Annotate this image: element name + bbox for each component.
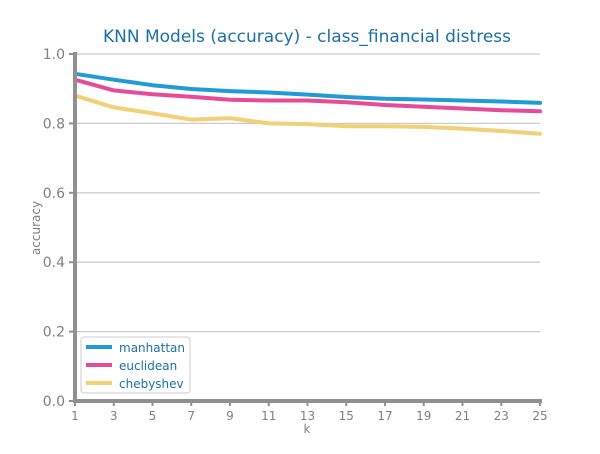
y-tick-label: 1.0 — [43, 47, 65, 63]
series-line-chebyshev — [73, 93, 542, 136]
x-tick-label: 3 — [110, 409, 118, 423]
y-tick-label: 0.8 — [43, 116, 65, 132]
legend-box — [80, 336, 191, 394]
x-tick-label: 1 — [71, 409, 79, 423]
y-tick-label: 0.2 — [43, 325, 65, 341]
x-tick-label: 17 — [377, 409, 392, 423]
x-tick-label: 5 — [149, 409, 157, 423]
grid-layer — [75, 53, 540, 333]
chart-title: KNN Models (accuracy) - class_financial … — [103, 27, 511, 47]
y-axis-label: accuracy — [29, 201, 43, 255]
series-layer — [73, 71, 542, 136]
x-tick-label: 23 — [494, 409, 509, 423]
legend-label-euclidean: euclidean — [119, 359, 177, 373]
y-tick-label: 0.4 — [43, 255, 65, 271]
y-tick-label: 0.0 — [43, 394, 65, 410]
x-tick-label: 11 — [261, 409, 276, 423]
x-tick-label: 7 — [187, 409, 195, 423]
x-tick-label: 13 — [300, 409, 315, 423]
legend: manhattan euclidean chebyshev — [80, 336, 191, 394]
series-line-euclidean — [73, 77, 542, 114]
ticks-layer: 0.00.20.40.60.81.01 3 5 7 9 11 13 15 17 19 21 23 25 — [43, 47, 548, 423]
legend-label-chebyshev: chebyshev — [119, 377, 184, 391]
x-tick-label: 19 — [416, 409, 431, 423]
x-tick-label: 25 — [532, 409, 547, 423]
y-tick-label: 0.6 — [43, 186, 65, 202]
x-axis-label: k — [304, 422, 311, 436]
x-tick-label: 9 — [226, 409, 234, 423]
x-tick-label: 21 — [455, 409, 470, 423]
legend-label-manhattan: manhattan — [119, 341, 185, 355]
x-tick-label: 15 — [339, 409, 354, 423]
series-line-manhattan — [73, 71, 542, 105]
